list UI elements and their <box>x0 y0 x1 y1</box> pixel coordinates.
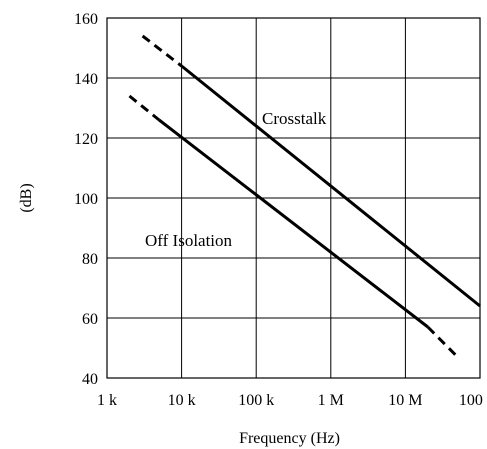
series-label-crosstalk: Crosstalk <box>262 109 327 128</box>
y-tick-label: 140 <box>74 71 98 88</box>
x-tick-label: 10 k <box>168 392 196 409</box>
x-tick-label: 10 M <box>388 392 422 409</box>
y-tick-label: 40 <box>82 371 98 388</box>
x-tick-label: 1 M <box>318 392 344 409</box>
x-tick-label: 1 k <box>97 392 117 409</box>
series-label-off-isolation: Off Isolation <box>145 231 233 250</box>
crosstalk-line-dashed <box>141 34 183 68</box>
off-isolation-line-dashed-start <box>128 94 161 122</box>
off-isolation-line <box>158 118 429 329</box>
off-isolation-line-dashed-end <box>426 325 459 359</box>
x-tick-label: 100 k <box>238 392 274 409</box>
tick-labels: 1 k 10 k 100 k 1 M 10 M 100 M 40 60 80 100 120 140 1… <box>74 11 487 409</box>
x-tick-label: 100 M <box>459 392 487 409</box>
y-tick-label: 160 <box>74 11 98 28</box>
y-tick-label: 120 <box>74 131 98 148</box>
y-axis-label: (dB) <box>18 183 35 212</box>
x-axis-label: Frequency (Hz) <box>239 430 340 447</box>
y-tick-label: 80 <box>82 251 98 268</box>
y-tick-label: 100 <box>74 191 98 208</box>
series-lines <box>128 34 481 359</box>
plot-frame <box>106 17 481 379</box>
crosstalk-line <box>180 64 481 308</box>
y-tick-label: 60 <box>82 311 98 328</box>
